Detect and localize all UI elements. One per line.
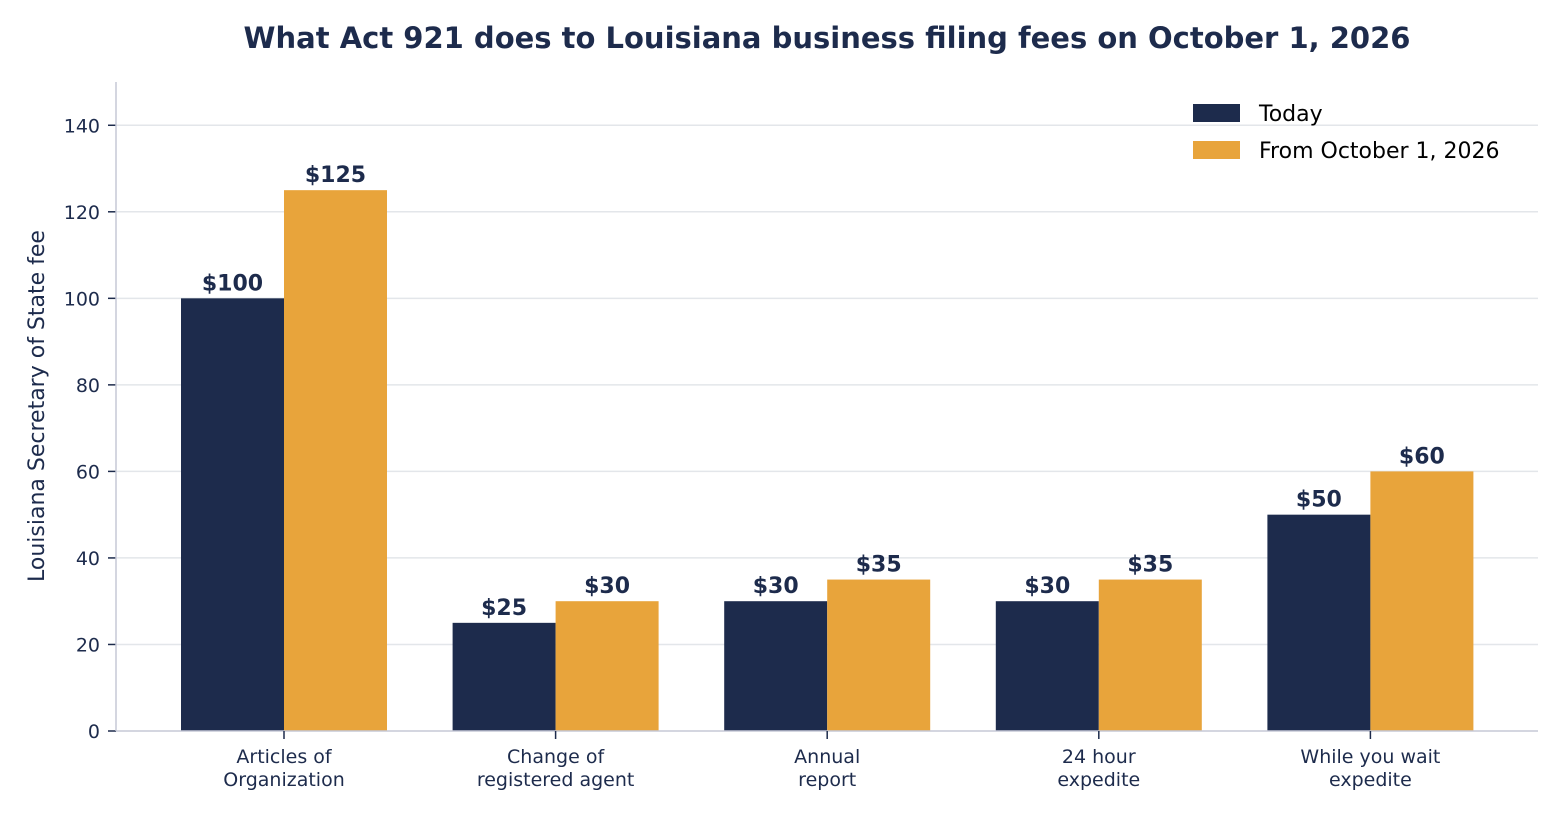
x-tick-label-line: report <box>798 769 856 791</box>
y-tick-label: 100 <box>64 288 100 310</box>
bar-value-label: $50 <box>1296 488 1342 513</box>
x-tick-label-line: Annual <box>794 746 860 768</box>
x-tick-label-line: registered agent <box>477 769 635 791</box>
legend-label: Today <box>1258 102 1323 127</box>
bar-from-october-4 <box>1370 471 1474 731</box>
y-tick-label: 20 <box>76 634 100 656</box>
y-tick-label: 40 <box>76 548 100 570</box>
x-tick-label: While you wait expedite <box>1300 746 1440 791</box>
bar-today-2 <box>724 601 828 731</box>
bars <box>181 190 1474 731</box>
y-tick-label: 0 <box>88 721 100 743</box>
x-tick-label: Articles of Organization <box>223 746 344 791</box>
x-tick-label: Annual report <box>794 746 860 791</box>
bar-value-label: $30 <box>753 574 799 599</box>
bar-value-label: $35 <box>1127 553 1173 578</box>
x-tick-label-line: expedite <box>1329 769 1412 791</box>
chart-title: What Act 921 does to Louisiana business … <box>244 21 1411 55</box>
bar-value-label: $100 <box>202 271 263 296</box>
y-tick-label: 140 <box>64 115 100 137</box>
data-labels: $100 $125 $25 $30 $30 $35 $30 $35 $50 $60 <box>202 163 1445 621</box>
bar-value-label: $60 <box>1399 444 1445 469</box>
x-tick-label-line: expedite <box>1057 769 1140 791</box>
bar-value-label: $125 <box>305 163 366 188</box>
bar-from-october-3 <box>1098 579 1202 731</box>
y-axis-label: Louisiana Secretary of State fee <box>25 230 50 582</box>
bar-today-4 <box>1267 514 1371 731</box>
bar-value-label: $30 <box>1024 574 1070 599</box>
legend-swatch <box>1193 104 1240 122</box>
bar-today-0 <box>181 298 284 731</box>
x-tick-label-line: Change of <box>507 746 605 768</box>
legend-swatch <box>1193 141 1240 159</box>
y-tick-label: 120 <box>64 202 100 224</box>
bar-today-1 <box>452 622 556 731</box>
bar-value-label: $25 <box>481 596 527 621</box>
x-tick-label-line: Articles of <box>236 746 333 768</box>
x-tick-label-line: Organization <box>223 769 344 791</box>
x-tick-label: 24 hour expedite <box>1057 746 1140 791</box>
bar-from-october-0 <box>284 190 387 731</box>
bar-from-october-2 <box>827 579 931 731</box>
bar-value-label: $35 <box>856 553 902 578</box>
x-tick-label: Change of registered agent <box>477 746 635 791</box>
legend-label: From October 1, 2026 <box>1259 139 1500 164</box>
bar-value-label: $30 <box>584 574 630 599</box>
bar-from-october-1 <box>555 601 659 731</box>
x-tick-label-line: 24 hour <box>1062 746 1136 768</box>
x-tick-label-line: While you wait <box>1300 746 1440 768</box>
legend: Today From October 1, 2026 <box>1193 102 1500 164</box>
y-tick-label: 60 <box>76 461 100 483</box>
y-tick-label: 80 <box>76 375 100 397</box>
axes: 0 20 40 60 80 100 120 140 Articles of Organizatio… <box>64 82 1538 791</box>
bar-today-3 <box>995 601 1099 731</box>
